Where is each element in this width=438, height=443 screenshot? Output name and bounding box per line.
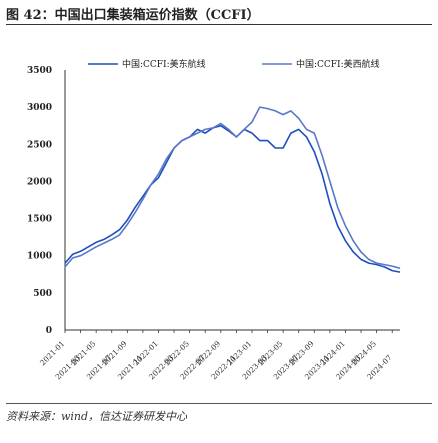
y-tick-label: 2500 bbox=[27, 140, 52, 150]
x-tick-label: 2021-01 bbox=[38, 339, 66, 367]
series-line-1 bbox=[64, 124, 401, 273]
series-line-2 bbox=[64, 106, 401, 270]
x-tick-label: 2024-01 bbox=[318, 339, 346, 367]
x-tick-label: 2023-05 bbox=[256, 339, 285, 368]
x-tick-label: 2021-05 bbox=[69, 339, 98, 368]
y-tick-label: 3000 bbox=[27, 103, 52, 113]
figure-title: 图 42：中国出口集装箱运价指数（CCFI） bbox=[6, 8, 260, 23]
source-rule bbox=[6, 403, 432, 404]
x-tick-label: 2022-01 bbox=[131, 339, 159, 367]
x-tick-label: 2023-01 bbox=[225, 339, 253, 367]
title-rule bbox=[6, 24, 432, 25]
y-tick-label: 1000 bbox=[27, 252, 52, 262]
y-tick-label: 1500 bbox=[27, 215, 52, 225]
ccfi-line-chart: 05001000150020002500300035002021-012021-… bbox=[27, 58, 401, 382]
x-tick-label: 2022-05 bbox=[163, 339, 192, 368]
chart-series-lines bbox=[64, 106, 401, 273]
y-tick-label: 0 bbox=[46, 326, 52, 336]
x-tick-label: 2023-09 bbox=[287, 339, 316, 368]
x-tick-label: 2022-09 bbox=[194, 339, 223, 368]
y-tick-label: 500 bbox=[33, 289, 52, 299]
chart-legend: 中国:CCFI:美东航线 中国:CCFI:美西航线 bbox=[88, 58, 380, 70]
x-tick-label: 2024-05 bbox=[350, 339, 379, 368]
y-tick-label: 2000 bbox=[27, 177, 52, 187]
x-tick-label: 2024-07 bbox=[365, 353, 394, 382]
x-tick-label: 2021-09 bbox=[100, 339, 129, 368]
figure-source: 资料来源：wind，信达证券研发中心 bbox=[6, 410, 188, 423]
legend-label-1: 中国:CCFI:美东航线 bbox=[122, 58, 206, 70]
legend-label-2: 中国:CCFI:美西航线 bbox=[296, 58, 380, 70]
y-tick-label: 3500 bbox=[27, 66, 52, 76]
